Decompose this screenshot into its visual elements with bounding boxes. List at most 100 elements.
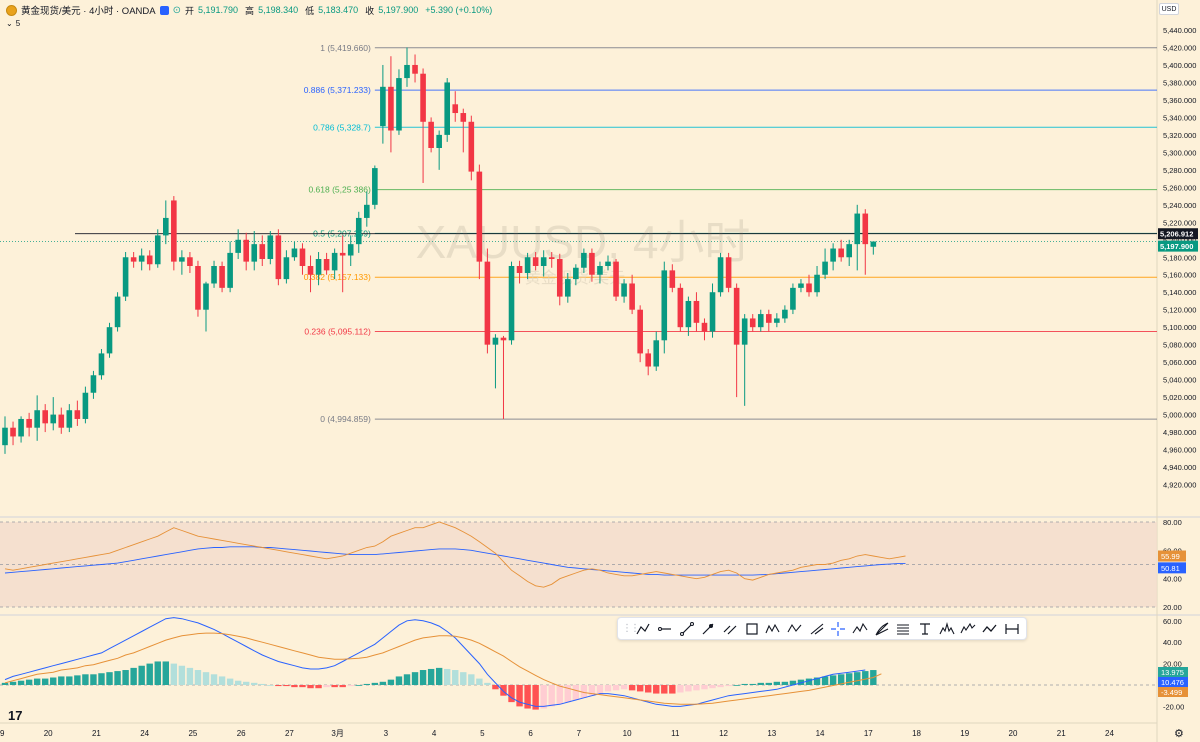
path-icon[interactable] [980,619,1001,638]
time-tick-label: 21 [92,729,101,738]
candle-body [283,257,290,280]
candle-body [492,337,499,345]
macd-histogram-bar [653,685,660,694]
macd-histogram-bar [645,685,652,693]
macd-histogram-bar [114,671,121,685]
date-range-icon[interactable] [1001,619,1022,638]
trend-angle-icon[interactable] [633,619,654,638]
candle-body [171,200,177,262]
candle-body [179,257,185,262]
macd-histogram-bar [862,671,869,685]
head-shoulders-icon[interactable] [936,619,957,638]
price-tick-label: 4,980.000 [1163,428,1196,437]
currency-badge[interactable]: USD [1159,3,1179,15]
candle-body [163,217,169,236]
macd-histogram-bar [122,670,129,685]
macd-histogram-bar [773,681,781,685]
macd-tick-label: 60.00 [1163,617,1182,626]
indicator-collapse[interactable]: ⌄ 5 [6,19,20,28]
price-tick-label: 5,160.000 [1163,271,1196,280]
candle-body [154,235,161,265]
candle-body [661,270,668,341]
open-label: 开 [184,5,194,16]
candle-body [806,283,812,293]
price-tick-label: 5,340.000 [1163,113,1196,122]
price-tick-label: 5,380.000 [1163,78,1196,87]
elliott-impulse-icon[interactable] [958,619,979,638]
macd-line [4,617,866,707]
candle-body [42,410,48,424]
rsi-tick-label: 80.00 [1163,518,1182,527]
close-label: 收 [365,5,375,16]
macd-histogram-bar [299,685,306,688]
fixed-range-icon[interactable] [915,619,936,638]
time-tick-label: 14 [816,729,825,738]
macd-histogram-bar [202,672,210,685]
macd-histogram-bar [66,676,73,685]
parallel-channel-icon[interactable] [893,619,914,638]
crosshair-icon[interactable] [828,619,849,638]
macd-histogram-bar [532,685,539,710]
macd-histogram-bar [604,685,612,692]
macd-histogram-bar [661,685,668,694]
fib-level-label: 0.236 (5,095.112) [304,326,371,336]
candle-body [50,414,57,424]
abcd-pattern-icon[interactable] [785,619,806,638]
candle-body [315,259,322,275]
macd-histogram-bar [363,683,370,685]
candle-body [701,322,708,332]
rsi-ma-label: 50.81 [1161,564,1180,573]
time-tick-label: 24 [140,729,149,738]
wave-abc-icon[interactable] [850,619,871,638]
macd-histogram-bar [460,672,467,685]
grip-icon[interactable]: ⋮⋮ [622,623,640,634]
candle-body [621,283,627,297]
fib-retracement-icon[interactable] [806,619,827,638]
macd-histogram-bar [717,685,724,688]
fib-level-label: 0.886 (5,371.233) [304,85,371,95]
rsi-value-tag [1158,550,1186,562]
macd-histogram-bar [636,685,644,692]
macd-histogram-bar [781,681,789,685]
price-tick-label: 5,420.000 [1163,43,1196,52]
macd-histogram-bar [411,672,419,685]
candle-body [428,121,434,148]
settings-gear-icon[interactable]: ⚙ [1174,728,1184,740]
info-line-icon[interactable] [698,619,719,638]
candle-body [613,261,619,297]
cross-line-icon[interactable] [720,619,741,638]
candle-body [267,235,274,260]
tradingview-logo-icon[interactable]: 17 [8,708,23,723]
macd-value-tag [1158,677,1188,687]
flag-icon[interactable] [159,5,169,15]
xabcd-pattern-icon[interactable] [763,619,784,638]
trend-line-icon[interactable] [676,619,697,638]
candle-body [364,204,370,218]
fib-fan-icon[interactable] [871,619,892,638]
rectangle-icon[interactable] [741,619,762,638]
low-value: 5,183.470 [318,5,359,15]
macd-histogram-bar [33,678,41,685]
candle-body [822,261,828,275]
candle-body [251,244,258,262]
symbol-legend: 黄金现货/美元 · 4小时 · OANDA ⊙ 开 5,191.790 高 5,19… [6,3,495,17]
candle-body [219,266,225,288]
chevron-down-icon[interactable]: ⌄ [6,19,13,28]
candle-body [339,252,346,256]
candle-body [412,64,418,74]
eye-icon[interactable]: ⊙ [172,4,181,16]
horizontal-ray-icon[interactable] [655,619,676,638]
candle-body [58,414,65,428]
macd-histogram-bar [1,682,9,685]
candle-body [299,248,306,266]
macd-histogram-bar [484,682,491,685]
macd-histogram-bar [186,667,194,685]
symbol-title[interactable]: 黄金现货/美元 · 4小时 · OANDA [21,6,156,17]
price-tick-label: 5,020.000 [1163,393,1196,402]
price-tick-label: 5,400.000 [1163,61,1196,70]
low-label: 低 [305,5,315,16]
price-tick-label: 5,120.000 [1163,306,1196,315]
macd-histogram-bar [315,685,322,689]
candle-body [122,257,129,297]
